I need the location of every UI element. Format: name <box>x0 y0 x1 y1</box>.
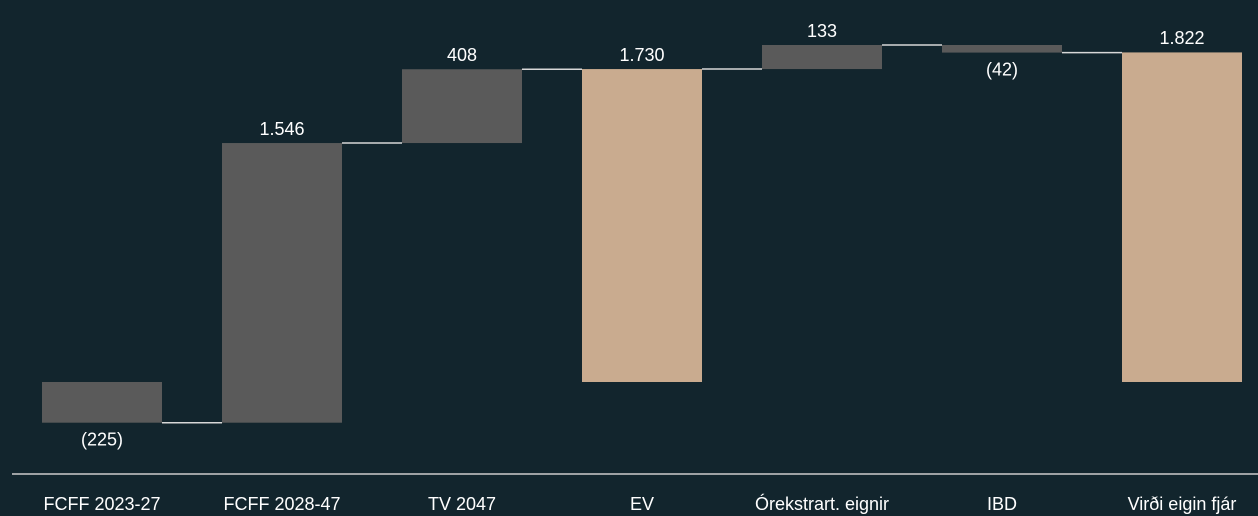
bar <box>942 45 1062 53</box>
bar <box>762 45 882 70</box>
data-label: 408 <box>447 45 477 65</box>
x-tick-label: EV <box>630 494 654 514</box>
bar <box>1122 52 1242 382</box>
bar <box>402 69 522 144</box>
data-label: (225) <box>81 429 123 449</box>
x-tick-label: IBD <box>987 494 1017 514</box>
bar <box>42 382 162 423</box>
data-label: 1.730 <box>619 45 664 65</box>
data-label: (42) <box>986 59 1018 79</box>
bar <box>222 143 342 423</box>
data-label: 133 <box>807 21 837 41</box>
x-tick-label: Virði eigin fjár <box>1128 494 1237 514</box>
x-tick-label: Órekstrart. eignir <box>755 493 889 514</box>
bar <box>582 69 702 383</box>
data-label: 1.546 <box>259 119 304 139</box>
x-tick-label: TV 2047 <box>428 494 496 514</box>
x-tick-label: FCFF 2028-47 <box>223 494 340 514</box>
x-tick-label: FCFF 2023-27 <box>43 494 160 514</box>
data-label: 1.822 <box>1159 28 1204 48</box>
